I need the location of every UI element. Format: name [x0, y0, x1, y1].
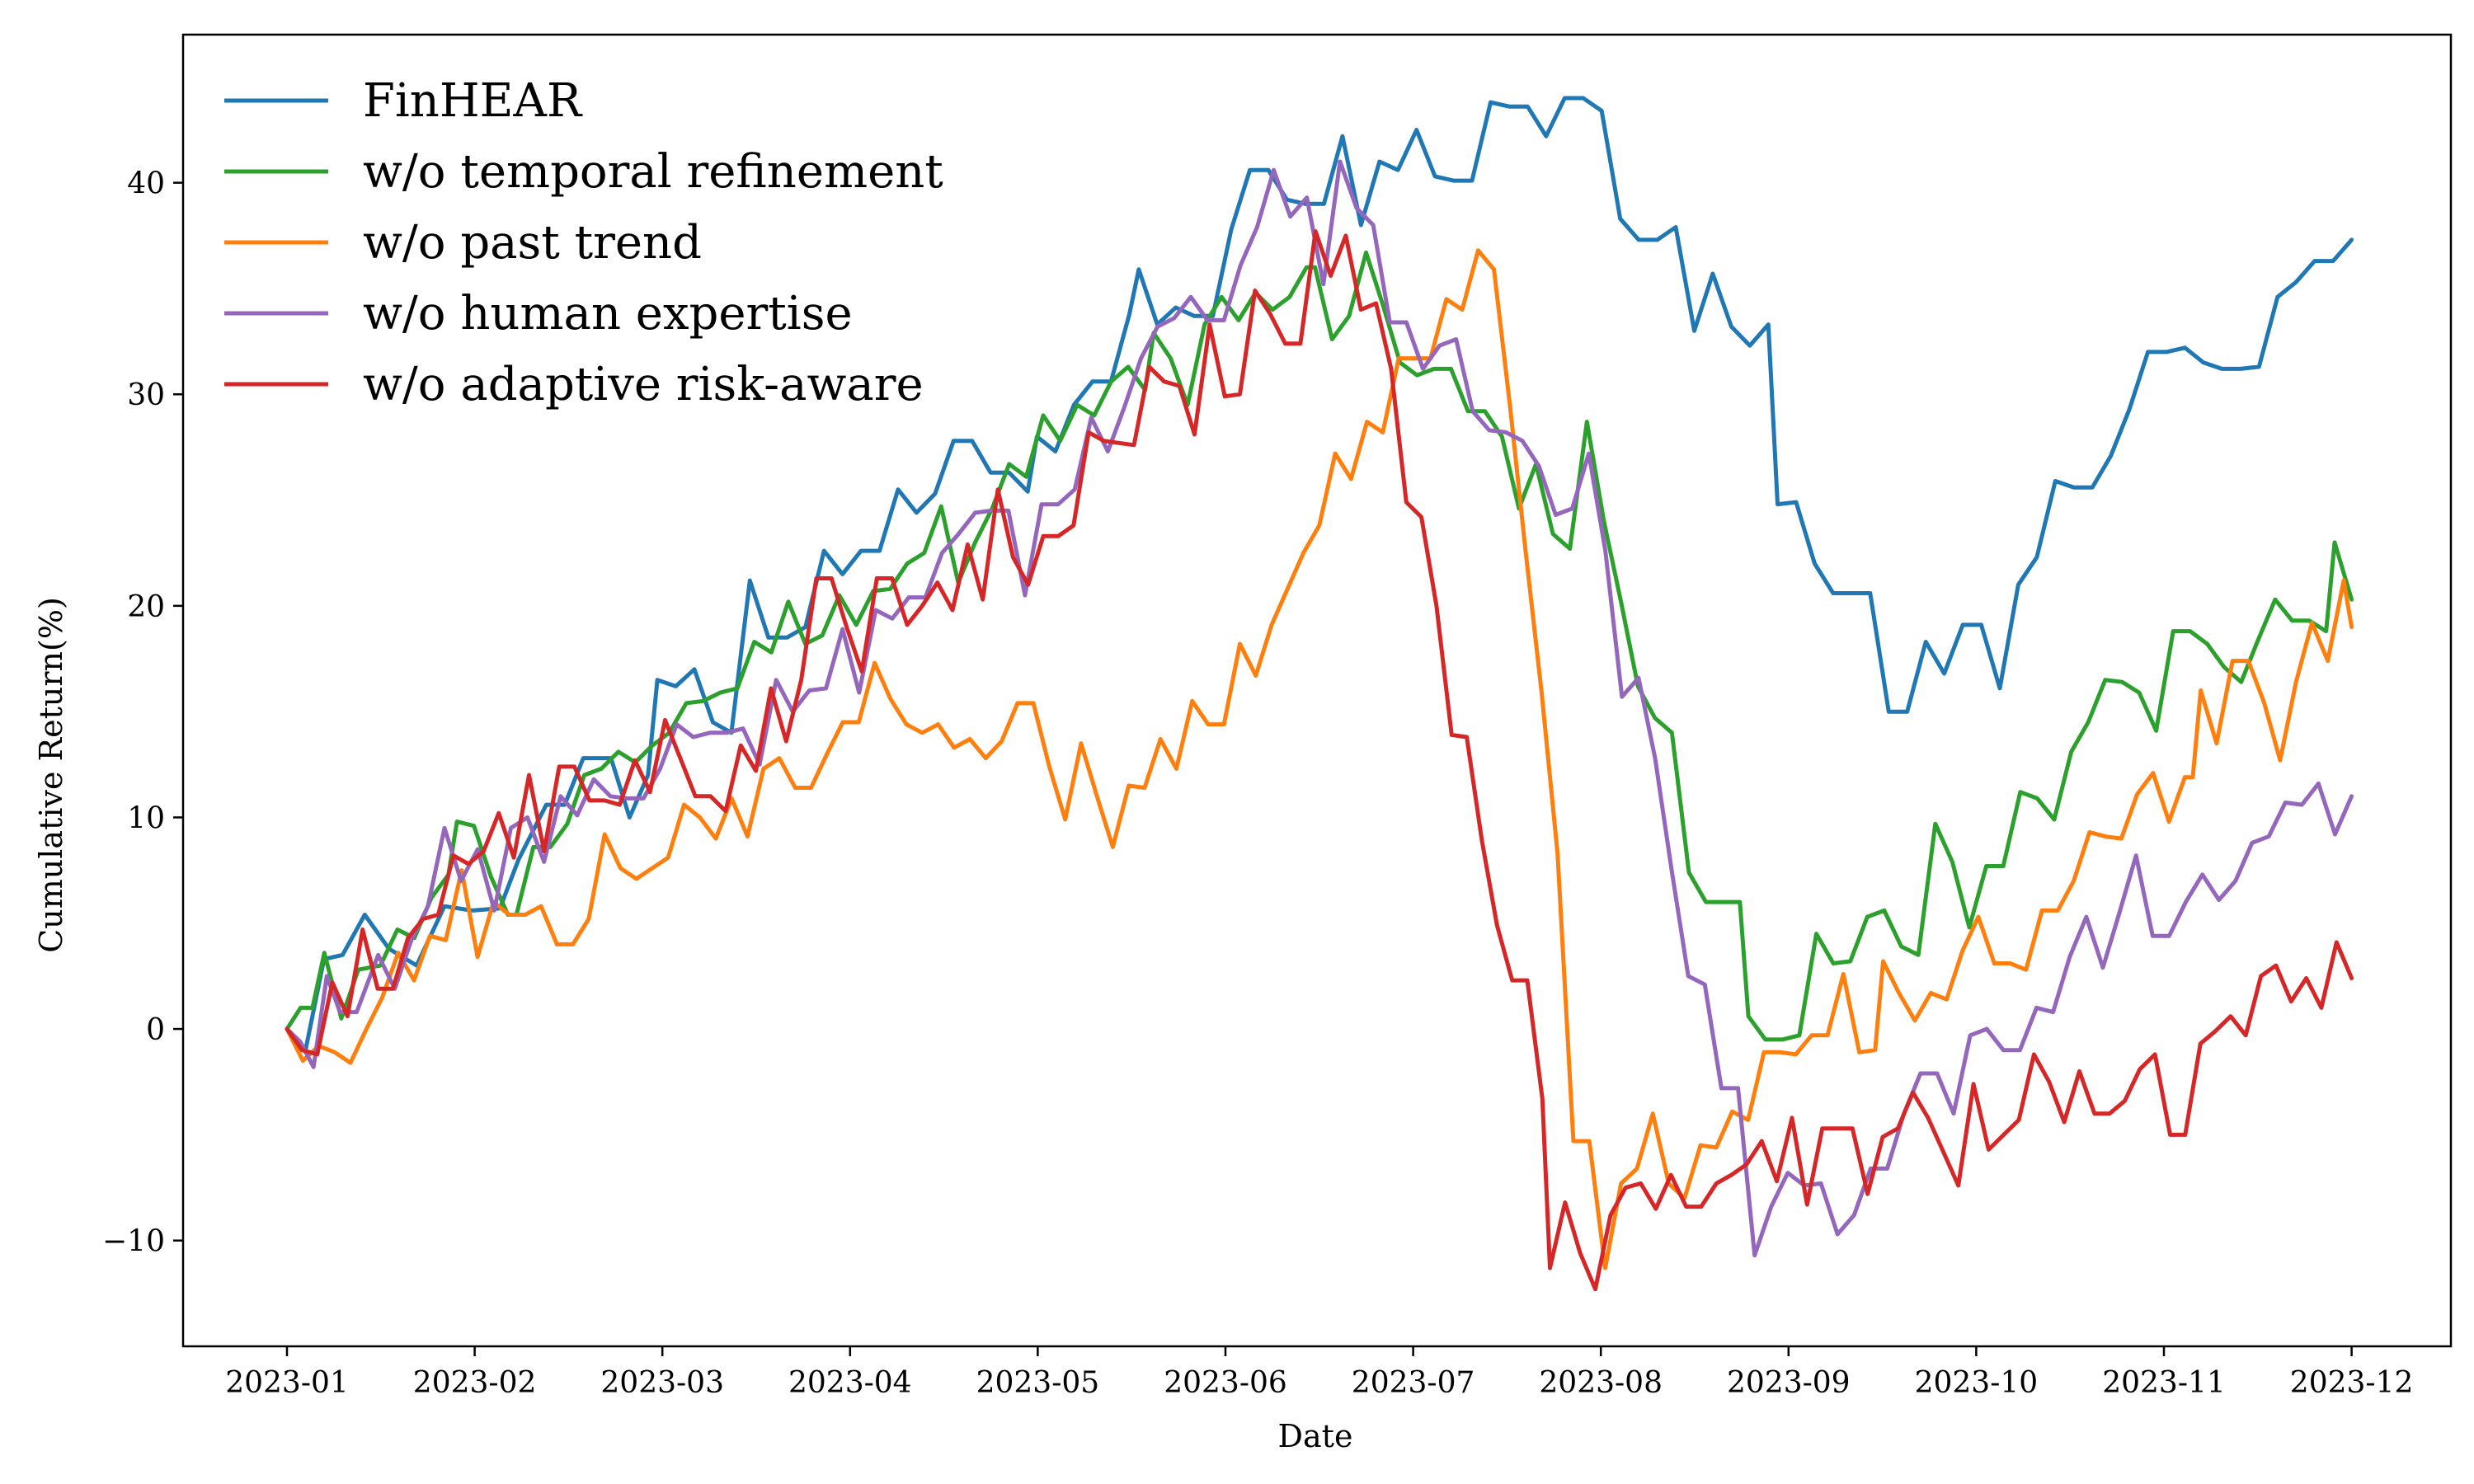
y-tick-label: 20 [127, 590, 165, 624]
series-layer [285, 96, 2354, 1292]
y-axis-ticks: −10 0 10 20 30 40 [102, 167, 183, 1259]
x-tick-label: 2023-09 [1727, 1366, 1851, 1400]
x-tick-label: 2023-01 [225, 1366, 349, 1400]
y-tick-label: 30 [127, 378, 165, 412]
x-tick-label: 2023-05 [976, 1366, 1100, 1400]
x-tick-label: 2023-02 [413, 1366, 537, 1400]
x-tick-label: 2023-10 [1915, 1366, 2039, 1400]
x-axis-ticks: 2023-01 2023-02 2023-03 2023-04 2023-05 2023-… [225, 1346, 2413, 1400]
series-line-3 [285, 248, 2354, 1270]
plot-frame [181, 33, 2453, 1348]
series-line-5 [285, 229, 2354, 1292]
y-tick-label: 0 [146, 1013, 165, 1047]
legend-label: w/o human expertise [363, 287, 853, 340]
y-axis-label: Cumulative Return(%) [33, 597, 69, 953]
x-tick-label: 2023-03 [600, 1366, 724, 1400]
y-tick-label: 10 [127, 801, 165, 835]
x-axis-label: Date [1278, 1418, 1353, 1454]
legend: FinHEAR w/o temporal refinement w/o past t… [224, 74, 943, 411]
legend-label: w/o past trend [363, 216, 702, 270]
x-tick-label: 2023-06 [1164, 1366, 1287, 1400]
legend-label: FinHEAR [363, 74, 583, 128]
y-tick-label: −10 [102, 1225, 165, 1259]
legend-label: w/o temporal refinement [363, 145, 943, 199]
x-tick-label: 2023-11 [2102, 1366, 2226, 1400]
x-tick-label: 2023-08 [1539, 1366, 1663, 1400]
x-tick-label: 2023-12 [2290, 1366, 2414, 1400]
legend-label: w/o adaptive risk-aware [363, 358, 924, 411]
y-tick-label: 40 [127, 167, 165, 201]
series-line-1 [285, 96, 2354, 1053]
x-tick-label: 2023-07 [1352, 1366, 1475, 1400]
x-tick-label: 2023-04 [788, 1366, 912, 1400]
